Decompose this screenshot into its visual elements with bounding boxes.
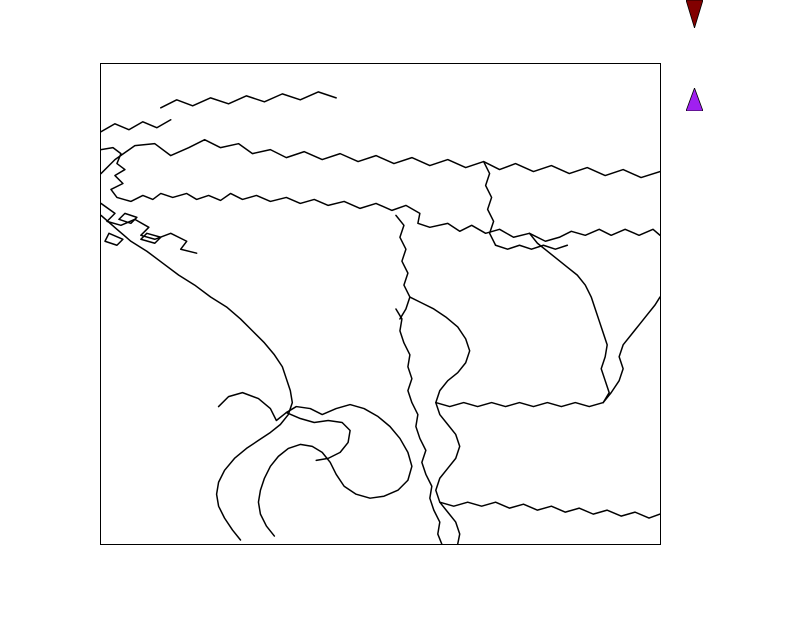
colorbar-min-arrow	[686, 0, 703, 28]
map-plot-area[interactable]	[100, 63, 661, 545]
map-canvas	[101, 91, 660, 544]
coastlines-and-borders	[101, 91, 660, 544]
colorbar-max-arrow	[686, 88, 703, 111]
